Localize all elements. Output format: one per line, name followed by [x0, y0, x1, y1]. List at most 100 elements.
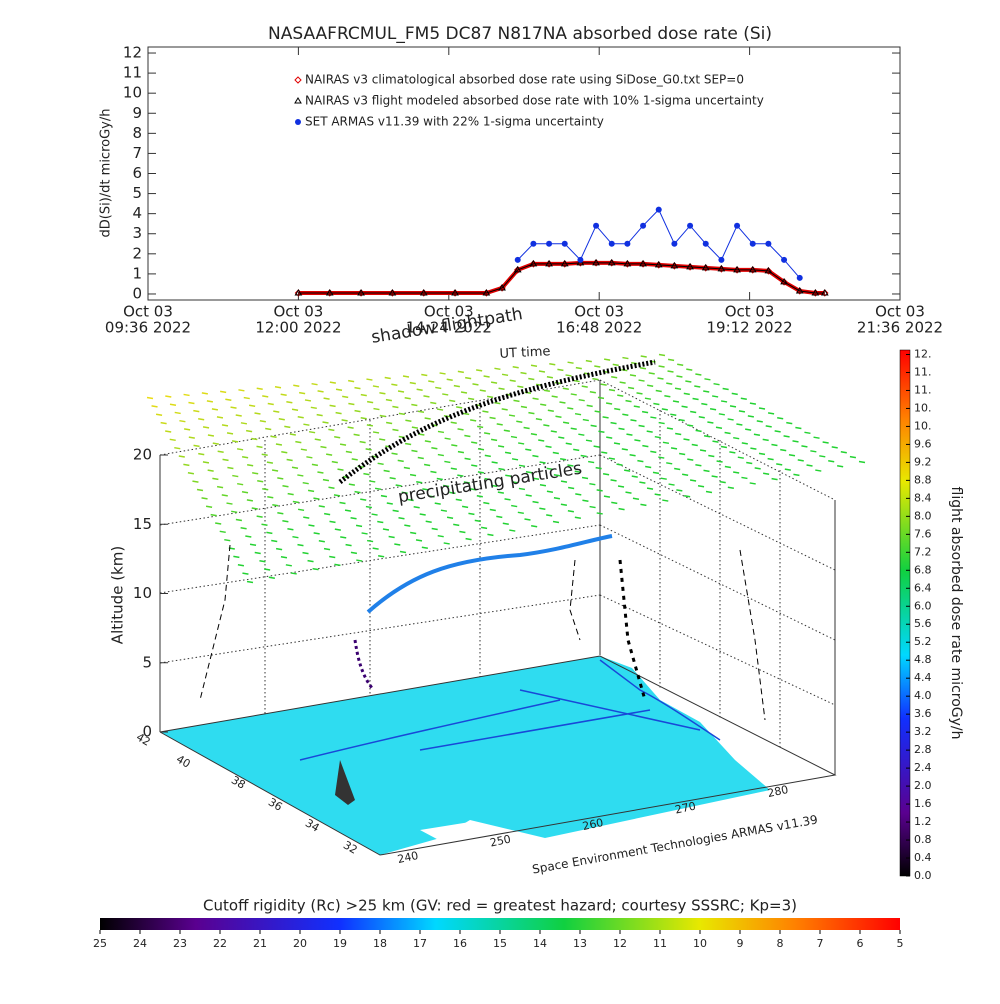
series-line — [298, 260, 825, 295]
dose-dash — [169, 438, 176, 442]
dose-dash — [216, 416, 224, 419]
dose-dash — [524, 518, 531, 521]
dose-dash — [546, 375, 554, 379]
dose-dash — [718, 413, 725, 416]
dose-dash — [300, 448, 307, 451]
dose-dash — [625, 491, 632, 494]
grid-line-3d — [599, 454, 836, 571]
flightpath — [338, 359, 656, 484]
dose-dash — [463, 481, 470, 484]
dose-dash — [391, 452, 398, 456]
dose-dash — [261, 523, 268, 526]
dose-dash — [407, 498, 414, 502]
dose-dash — [741, 442, 748, 445]
dose-dash — [241, 456, 249, 459]
dose-dash — [449, 491, 456, 495]
dose-dash — [831, 446, 838, 449]
dose-dash — [273, 410, 280, 413]
dose-dash — [329, 381, 336, 384]
dose-dash — [658, 456, 665, 459]
dose-dash — [212, 442, 219, 445]
marker — [482, 289, 491, 296]
dose-dash — [337, 468, 344, 471]
lat-tick-label: 38 — [229, 773, 248, 791]
dose-dash — [410, 531, 417, 535]
marker — [655, 261, 663, 269]
dose-dash — [297, 508, 305, 512]
dose-dash — [442, 393, 449, 396]
dose-dash — [618, 507, 625, 511]
dose-dash — [409, 473, 417, 477]
dose-dash — [284, 425, 291, 429]
dose-dash — [266, 461, 274, 464]
colorbar-tick-label: 7.2 — [914, 545, 932, 558]
dose-dash — [762, 438, 769, 442]
lat-tick-label: 42 — [134, 730, 153, 748]
dose-dash — [662, 441, 670, 445]
flightpath-low — [353, 639, 374, 689]
dose-dash — [678, 418, 685, 422]
marker — [811, 289, 820, 297]
dose-dash — [650, 450, 657, 454]
colorbar-tick-label: 22 — [213, 937, 227, 950]
dose-dash — [531, 525, 538, 528]
dose-dash — [251, 437, 258, 441]
dose-dash — [236, 448, 244, 451]
dose-dash — [461, 505, 469, 509]
dose-dash — [367, 400, 374, 404]
dose-dash — [439, 372, 446, 375]
dose-dash — [277, 477, 284, 480]
marker — [529, 259, 538, 267]
dose-dash — [372, 547, 379, 550]
marker — [294, 289, 303, 297]
dose-dash — [788, 453, 796, 457]
dose-dash — [386, 502, 393, 505]
dose-dash — [545, 445, 552, 448]
dose-dash — [570, 427, 577, 430]
dose-dash — [504, 451, 512, 455]
marker — [561, 240, 568, 247]
colorbar-tick-label: 9 — [737, 937, 744, 950]
marker — [640, 222, 647, 229]
scene-3d — [146, 353, 866, 856]
dose-dash — [299, 391, 306, 395]
dose-dash — [271, 539, 278, 543]
dose-dash — [581, 385, 588, 388]
dose-dash — [660, 477, 667, 480]
dose-dash — [353, 433, 360, 437]
dose-dash — [211, 408, 219, 411]
dose-dash — [530, 364, 538, 367]
dose-dash — [320, 445, 327, 449]
x-tick-label: Oct 03 — [725, 303, 775, 321]
dose-dash — [605, 402, 613, 405]
dose-dash — [219, 530, 226, 534]
marker — [733, 265, 741, 273]
dose-dash — [731, 392, 738, 396]
colorbar-tick-label: 6.4 — [914, 581, 932, 594]
colorbar-tick-label: 20 — [293, 937, 307, 950]
dose-dash — [267, 496, 274, 499]
dose-dash — [626, 433, 633, 436]
marker — [545, 260, 553, 268]
dose-dash — [464, 457, 471, 461]
dose-dash — [415, 539, 423, 542]
dose-dash — [280, 555, 288, 559]
dose-dash — [431, 446, 438, 450]
dose-dash — [729, 405, 737, 408]
dose-dash — [317, 390, 324, 393]
dose-dash — [464, 434, 471, 438]
marker — [734, 222, 741, 229]
dose-dash — [631, 475, 638, 478]
lon-tick-label: 240 — [396, 849, 419, 866]
dose-dash — [552, 451, 559, 455]
dose-dash — [699, 449, 707, 452]
dose-dash — [482, 410, 489, 413]
dose-dash — [638, 424, 645, 428]
dose-dash — [280, 393, 287, 396]
z-tick-label: 0 — [142, 723, 152, 741]
dose-dash — [463, 412, 470, 416]
dose-dash — [580, 454, 587, 458]
dose-dash — [259, 559, 266, 563]
dose-dash — [780, 448, 787, 452]
dose-dash — [567, 361, 574, 364]
